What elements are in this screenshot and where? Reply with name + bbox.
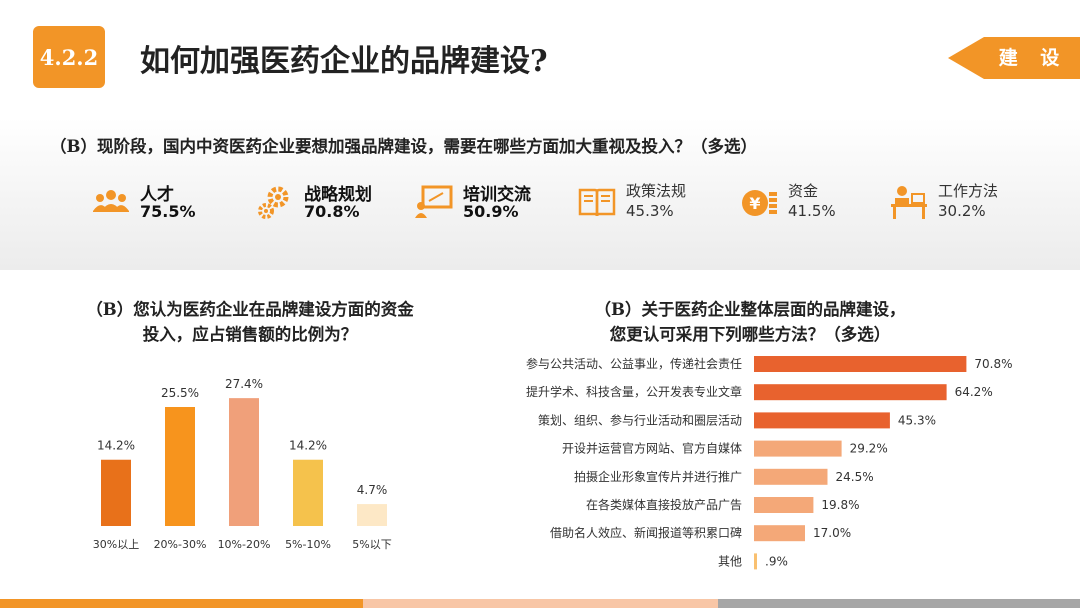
bar (357, 504, 387, 526)
bar (754, 468, 828, 485)
category-label: 在各类媒体直接投放产品广告 (586, 497, 742, 512)
tag-arrow-shape (948, 37, 1080, 79)
brand-methods-hbar-chart: 参与公共活动、公益事业，传递社会责任 70.8% 提升学术、科技含量，公开发表专业文… (526, 356, 1013, 570)
footer-bar-segment (718, 599, 1080, 608)
footer-bar-segment (0, 599, 363, 608)
bar (754, 412, 890, 429)
bar (165, 407, 195, 526)
category-label: 策划、组织、参与行业活动和圈层活动 (538, 412, 742, 427)
chart1-title-line: 投入，应占销售额的比例为？ (142, 325, 358, 344)
bar (754, 525, 805, 542)
category-tick-label: 5%以下 (352, 538, 391, 551)
chart2-title-line: （B）关于医药企业整体层面的品牌建设， (594, 300, 906, 319)
stat-percent: 30.2% (938, 202, 986, 220)
chart2-title-line: 您更认可采用下列哪些方法？（多选） (609, 325, 891, 344)
bar-value-label: 45.3% (898, 413, 936, 427)
bar-value-label: 70.8% (974, 357, 1012, 371)
stat-label: 政策法规 (626, 182, 687, 200)
gears-icon (258, 186, 289, 219)
chart1-title-line: （B）您认为医药企业在品牌建设方面的资金 (86, 300, 414, 319)
bar-value-label: 17.0% (813, 526, 851, 540)
bar (101, 459, 131, 526)
bar (229, 398, 259, 526)
bar-value-label: 4.7% (357, 483, 388, 497)
category-tick-label: 20%-30% (154, 538, 207, 551)
category-label: 其他 (718, 554, 742, 568)
bar-value-label: 25.5% (161, 386, 199, 400)
presentation-icon (415, 185, 453, 218)
stat-percent: 45.3% (626, 202, 674, 220)
bar (754, 497, 814, 513)
chart1-title: （B）您认为医药企业在品牌建设方面的资金 投入，应占销售额的比例为？ (60, 297, 440, 347)
category-label: 参与公共活动、公益事业，传递社会责任 (526, 356, 742, 371)
category-tick-label: 5%-10% (285, 538, 331, 551)
svg-text:¥: ¥ (749, 194, 760, 213)
bar (754, 553, 757, 570)
bar (754, 384, 947, 401)
bar-value-label: 64.2% (955, 385, 993, 399)
stat-label: 工作方法 (938, 182, 999, 200)
question1-text: （B）现阶段，国内中资医药企业要想加强品牌建设，需要在哪些方面加大重视及投入？（… (50, 137, 757, 156)
chart2-title: （B）关于医药企业整体层面的品牌建设， 您更认可采用下列哪些方法？（多选） (560, 297, 940, 347)
stat-percent: 75.5% (140, 202, 196, 221)
category-label: 开设并运营官方网站、官方自媒体 (562, 441, 742, 456)
bar-value-label: 29.2% (850, 442, 888, 456)
category-tick-label: 10%-20% (218, 538, 271, 551)
bar-value-label: 14.2% (97, 439, 135, 453)
section-tag: 建 设 (948, 37, 1080, 79)
stat-percent: 50.9% (463, 202, 519, 221)
bar-value-label: .9% (765, 554, 788, 568)
category-label: 拍摄企业形象宣传片并进行推广 (574, 469, 742, 484)
bar-value-label: 19.8% (821, 498, 859, 512)
section-number-badge: 4.2.2 (33, 26, 105, 88)
money-icon: ¥ (742, 190, 777, 216)
bar-value-label: 14.2% (289, 439, 327, 453)
category-label: 借助名人效应、新闻报道等积累口碑 (550, 525, 742, 540)
bar-value-label: 24.5% (836, 470, 874, 484)
bar (754, 440, 842, 457)
bar (754, 356, 967, 372)
desk-worker-icon (891, 186, 927, 219)
footer-bar-segment (363, 599, 718, 608)
stat-label: 培训交流 (463, 185, 531, 205)
section-tag-label: 建 设 (998, 47, 1068, 69)
category-label: 提升学术、科技含量，公开发表专业文章 (526, 384, 742, 399)
page-title: 如何加强医药企业的品牌建设? (140, 44, 548, 79)
funding-ratio-bar-chart: 14.2% 30%以上 25.5% 20%-30% 27.4% 10%-20% 14.2% 5… (93, 377, 392, 551)
stat-label: 资金 (788, 182, 819, 200)
stat-percent: 41.5% (788, 202, 836, 220)
bar (293, 459, 323, 526)
book-icon (578, 188, 616, 217)
stat-label: 人才 (140, 185, 174, 205)
category-tick-label: 30%以上 (93, 538, 139, 551)
people-icon (93, 190, 129, 212)
stat-label: 战略规划 (304, 185, 372, 205)
bar-value-label: 27.4% (225, 377, 263, 391)
stat-percent: 70.8% (304, 202, 360, 221)
